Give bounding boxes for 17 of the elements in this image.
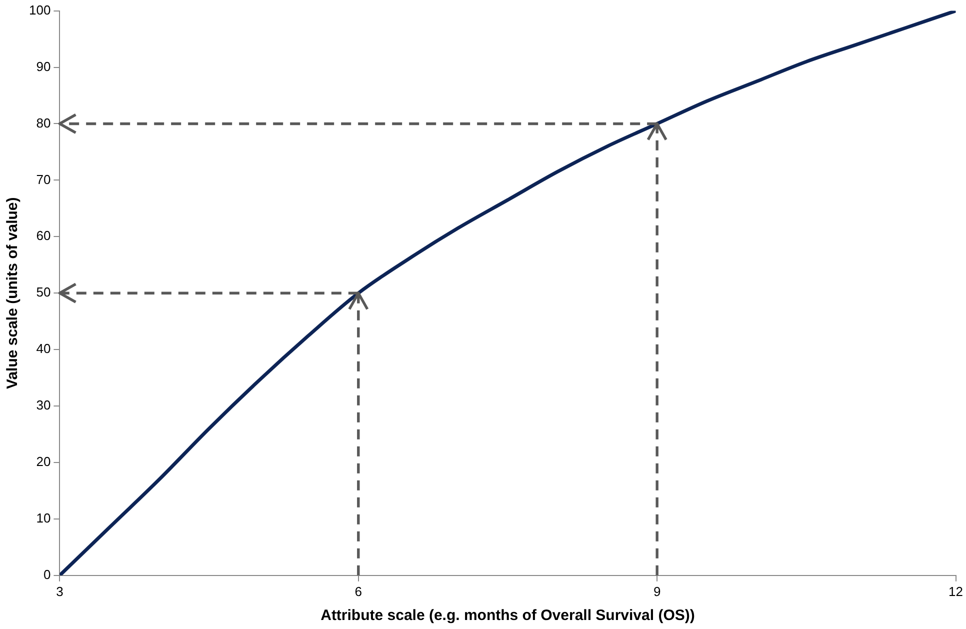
y-tick-label: 80: [36, 115, 51, 130]
y-tick-label: 100: [28, 2, 51, 18]
x-tick-label: 3: [56, 584, 64, 599]
x-tick-label: 6: [354, 584, 362, 599]
y-tick-label: 50: [36, 284, 51, 300]
y-axis-title: Value scale (units of value): [4, 197, 22, 389]
y-tick-label: 10: [36, 510, 51, 526]
y-tick-label: 40: [36, 341, 51, 356]
y-tick-label: 30: [36, 398, 51, 413]
x-tick-label: 12: [948, 584, 964, 599]
y-tick-label: 60: [36, 228, 51, 244]
y-tick-label: 0: [43, 566, 51, 582]
y-tick-label: 20: [36, 454, 51, 470]
x-tick-label: 9: [653, 584, 661, 599]
y-tick-label: 70: [36, 172, 51, 187]
x-axis-title: Attribute scale (e.g. months of Overall Survival (OS)): [320, 607, 695, 624]
y-tick-label: 90: [36, 58, 51, 74]
